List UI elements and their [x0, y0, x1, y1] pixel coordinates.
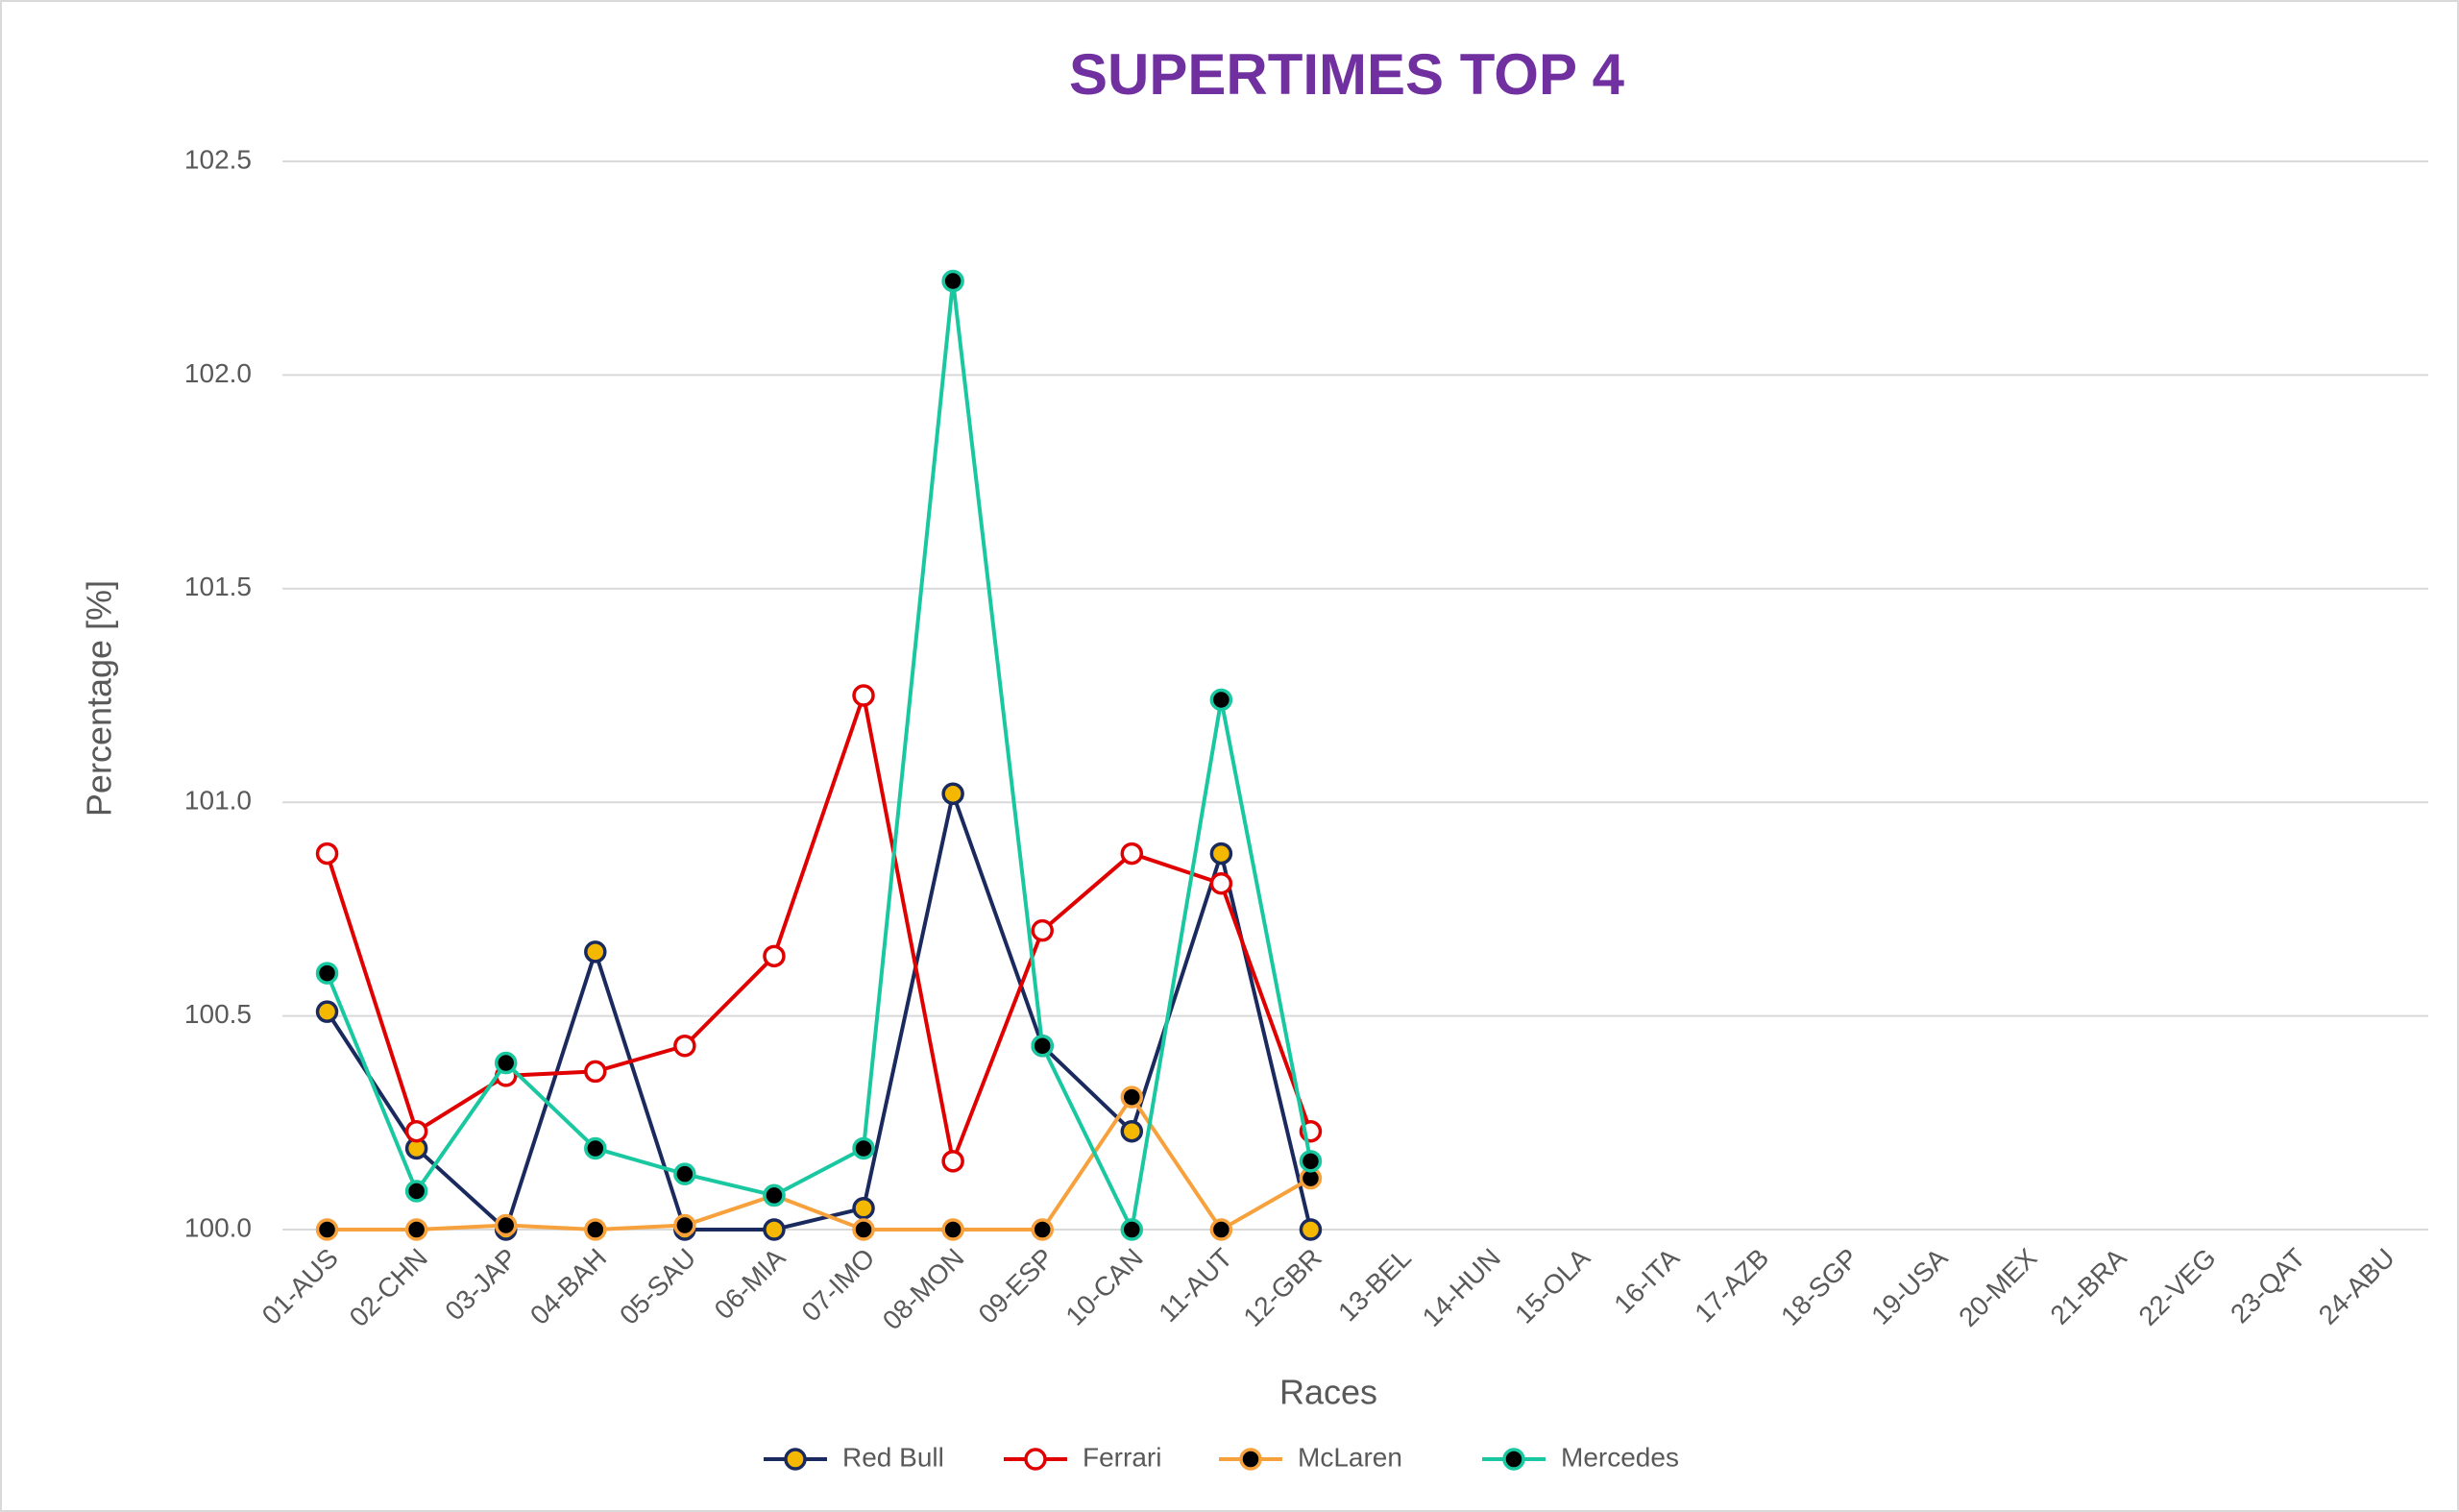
data-point	[852, 1218, 875, 1241]
legend-marker	[1502, 1448, 1525, 1471]
legend-label: Mercedes	[1561, 1442, 1679, 1472]
data-point	[315, 1218, 339, 1241]
data-point	[584, 1136, 607, 1160]
data-point	[1120, 1119, 1144, 1143]
data-point	[941, 1218, 964, 1241]
y-tick-label: 102.0	[184, 358, 252, 388]
data-point	[494, 1213, 518, 1237]
y-tick-label: 101.5	[184, 572, 252, 601]
series-line	[327, 1093, 1312, 1232]
data-point	[852, 684, 875, 707]
y-tick-label: 100.5	[184, 999, 252, 1029]
data-point	[315, 1000, 339, 1023]
series-line	[325, 786, 1313, 1233]
y-tick-label: 102.5	[184, 144, 252, 174]
data-point	[763, 1218, 786, 1241]
legend-label: McLaren	[1298, 1442, 1402, 1472]
data-point	[1209, 871, 1233, 895]
data-point	[1120, 1218, 1144, 1241]
data-point	[315, 841, 339, 866]
chart-title: SUPERTIMES TOP 4	[1069, 42, 1625, 107]
data-point	[404, 1119, 428, 1143]
legend-marker	[784, 1448, 807, 1471]
data-point	[1031, 1034, 1054, 1058]
data-point	[763, 944, 786, 968]
data-point	[673, 1034, 696, 1058]
data-point	[763, 1183, 786, 1207]
data-point	[1209, 688, 1233, 712]
data-point	[941, 1150, 964, 1173]
y-tick-label: 100.0	[184, 1212, 252, 1242]
data-point	[673, 1162, 696, 1185]
data-point	[852, 1197, 875, 1220]
data-point	[1031, 1218, 1054, 1241]
data-point	[1209, 841, 1233, 866]
data-point	[404, 1218, 428, 1241]
data-point	[584, 1060, 607, 1084]
data-point	[852, 1136, 875, 1160]
data-point	[941, 269, 964, 293]
data-point	[941, 782, 964, 806]
legend-marker	[1024, 1448, 1047, 1471]
legend-marker	[1239, 1448, 1262, 1471]
x-axis-title: Races	[1279, 1373, 1377, 1412]
data-point	[1209, 1218, 1233, 1241]
data-point	[1031, 918, 1054, 942]
data-point	[494, 1051, 518, 1075]
data-point	[1120, 1085, 1144, 1109]
legend-label: Ferrari	[1083, 1442, 1161, 1472]
data-point	[1299, 1150, 1323, 1173]
data-point	[1120, 841, 1144, 866]
data-point	[315, 962, 339, 985]
y-tick-label: 101.0	[184, 786, 252, 816]
data-point	[1299, 1218, 1323, 1241]
data-point	[404, 1180, 428, 1203]
y-axis-title: Percentage [%]	[80, 580, 119, 817]
series-line	[325, 280, 1313, 1236]
data-point	[584, 940, 607, 963]
data-point	[673, 1213, 696, 1237]
data-point	[584, 1218, 607, 1241]
legend-label: Red Bull	[842, 1442, 944, 1472]
